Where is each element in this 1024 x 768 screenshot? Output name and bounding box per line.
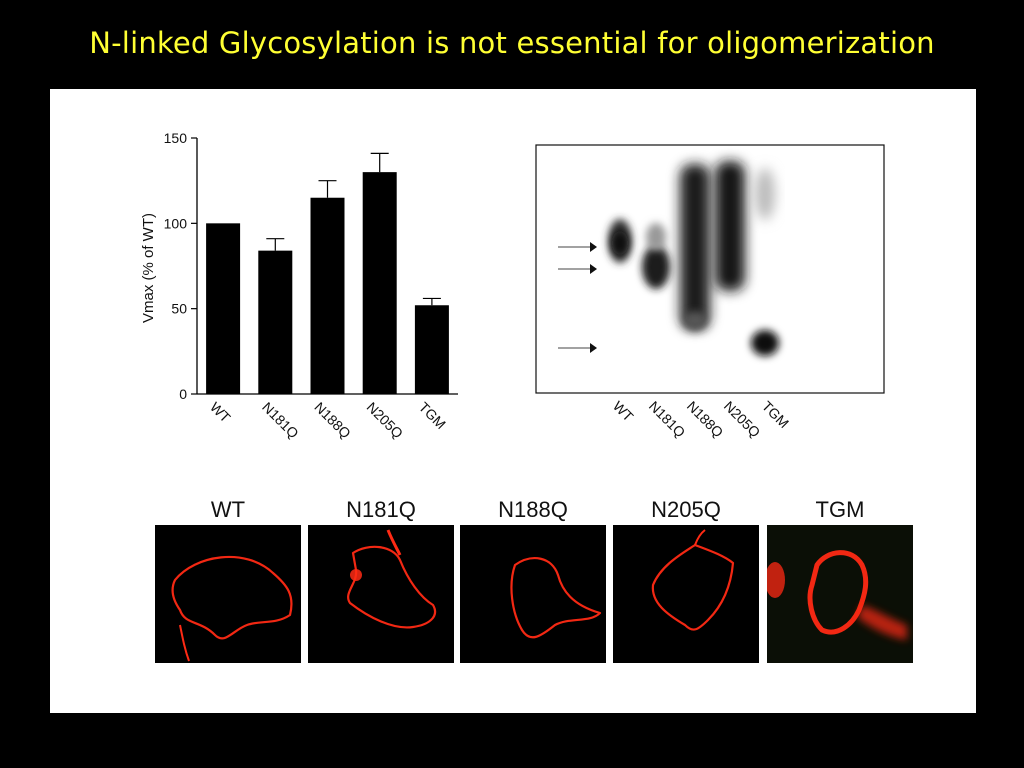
cell-process xyxy=(179,624,190,662)
y-tick-label: 0 xyxy=(179,386,187,402)
arrow-head-1 xyxy=(590,242,597,252)
cell-blob-left xyxy=(767,562,785,598)
micrograph-n188q xyxy=(460,525,606,663)
cell-membrane xyxy=(347,545,437,629)
micrograph-stain xyxy=(171,555,293,662)
bar-wt xyxy=(206,223,241,394)
micrograph-n205q xyxy=(613,525,759,663)
band-wt-core xyxy=(612,231,628,255)
x-tick-label: N181Q xyxy=(259,399,302,442)
cell-process xyxy=(386,529,402,556)
micrograph-stain xyxy=(767,550,907,640)
smear-n188q xyxy=(680,164,710,329)
blot-lane-label: N188Q xyxy=(684,398,727,441)
micrograph-tgm xyxy=(767,525,913,663)
y-axis-label: Vmax (% of WT) xyxy=(140,213,157,323)
bar-chart: 0 50 100 150 Vmax (% of WT) WT N181Q N188Q N205Q… xyxy=(140,130,458,442)
micrograph-label-tgm: TGM xyxy=(815,497,865,522)
band-n188q-low xyxy=(683,311,707,331)
bar-tgm xyxy=(414,305,449,394)
blot-lane-label: N181Q xyxy=(646,398,689,441)
cell-membrane xyxy=(510,557,602,639)
x-tick-label: N188Q xyxy=(311,399,354,442)
x-tick-label: WT xyxy=(207,399,234,426)
micrograph-n181q xyxy=(308,525,454,663)
band-n181q-faint xyxy=(646,223,666,251)
band-n181q xyxy=(642,245,670,289)
bar-n188q xyxy=(310,197,345,394)
micrograph-label-n181q: N181Q xyxy=(346,497,416,522)
band-tgm-low xyxy=(751,330,779,356)
band-tgm-high xyxy=(755,168,775,220)
x-tick-label: TGM xyxy=(416,399,449,432)
y-tick-label: 50 xyxy=(171,301,187,317)
y-tick-label: 100 xyxy=(164,215,188,231)
cell-blob xyxy=(857,605,907,640)
micrograph-stain xyxy=(347,529,437,629)
blot-lane-label: N205Q xyxy=(721,398,764,441)
blot-bands xyxy=(608,161,779,356)
micrograph-wt xyxy=(155,525,301,663)
micrograph-label-n188q: N188Q xyxy=(498,497,568,522)
blot-lane-label: TGM xyxy=(759,398,792,431)
arrow-head-2 xyxy=(590,264,597,274)
micrograph-stain xyxy=(651,529,735,631)
micrograph-stain xyxy=(510,557,602,639)
blot-lane-label: WT xyxy=(610,398,637,425)
cell-blob xyxy=(350,569,362,581)
bar-n205q xyxy=(362,172,397,394)
bar-n181q xyxy=(258,250,293,394)
cell-membrane xyxy=(651,543,735,631)
cell-membrane xyxy=(171,555,293,640)
micrograph-label-n205q: N205Q xyxy=(651,497,721,522)
smear-n205q xyxy=(715,161,745,291)
cell-process xyxy=(694,529,706,546)
slide-title: N-linked Glycosylation is not essential … xyxy=(89,26,935,60)
arrow-head-3 xyxy=(590,343,597,353)
x-tick-label: N205Q xyxy=(364,399,407,442)
y-tick-label: 150 xyxy=(164,130,188,146)
micrograph-label-wt: WT xyxy=(210,497,246,522)
blot-arrows xyxy=(558,242,597,353)
figure-panel: 0 50 100 150 Vmax (% of WT) WT N181Q N188Q N205Q… xyxy=(50,89,976,713)
cell-membrane xyxy=(807,550,869,635)
